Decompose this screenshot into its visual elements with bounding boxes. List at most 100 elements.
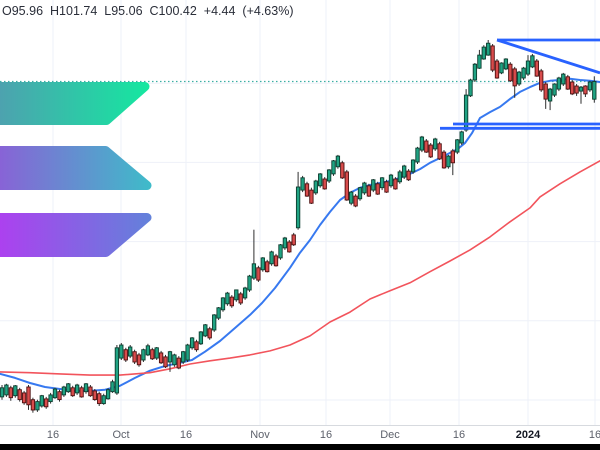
candle-up[interactable] — [397, 171, 402, 183]
candle-up[interactable] — [185, 344, 190, 361]
candle-down[interactable] — [304, 183, 310, 197]
candle-up[interactable] — [503, 58, 509, 70]
candle-up[interactable] — [530, 55, 535, 68]
candle-down[interactable] — [291, 234, 296, 246]
candle-down[interactable] — [570, 81, 575, 95]
candle-up[interactable] — [587, 81, 593, 91]
candle-down[interactable] — [384, 181, 389, 193]
candle-up[interactable] — [48, 394, 53, 403]
candle-up[interactable] — [74, 384, 80, 394]
candle-down[interactable] — [512, 68, 517, 87]
candle-down[interactable] — [424, 140, 429, 153]
candle-up[interactable] — [516, 71, 522, 85]
candle-up[interactable] — [402, 165, 407, 178]
candle-up[interactable] — [415, 147, 420, 163]
candle-up[interactable] — [410, 159, 416, 173]
candle-up[interactable] — [326, 169, 332, 182]
candle-up[interactable] — [220, 297, 226, 311]
candle-up[interactable] — [552, 83, 557, 96]
candle-down[interactable] — [322, 178, 327, 190]
candle-up[interactable] — [216, 307, 221, 319]
candle-up[interactable] — [114, 347, 120, 394]
candle-down[interactable] — [287, 241, 292, 253]
candle-down[interactable] — [136, 354, 142, 366]
candle-up[interactable] — [61, 386, 67, 396]
candle-up[interactable] — [463, 94, 469, 131]
candlestick-series[interactable] — [0, 40, 597, 413]
candle-up[interactable] — [145, 345, 151, 356]
candle-up[interactable] — [110, 381, 115, 393]
candle-up[interactable] — [282, 237, 288, 249]
candle-up[interactable] — [52, 388, 58, 399]
candle-up[interactable] — [300, 177, 305, 191]
candle-up[interactable] — [189, 337, 195, 349]
candle-up[interactable] — [481, 46, 486, 60]
candle-down[interactable] — [437, 143, 442, 160]
candle-down[interactable] — [375, 183, 380, 195]
candle-down[interactable] — [309, 189, 314, 204]
candle-up[interactable] — [4, 384, 9, 396]
candle-down[interactable] — [176, 357, 181, 369]
candle-up[interactable] — [388, 174, 394, 187]
candle-up[interactable] — [349, 191, 354, 204]
candle-up[interactable] — [203, 324, 208, 337]
candle-up[interactable] — [371, 179, 376, 191]
candle-down[interactable] — [194, 341, 199, 351]
candle-up[interactable] — [455, 139, 460, 153]
candle-down[interactable] — [158, 352, 164, 364]
ma-slow-red-line[interactable] — [0, 160, 600, 376]
candle-up[interactable] — [105, 389, 111, 400]
chart-canvas[interactable] — [0, 0, 600, 425]
candle-down[interactable] — [88, 386, 93, 397]
candle-up[interactable] — [278, 244, 283, 259]
candle-down[interactable] — [583, 85, 588, 95]
trendline-drawings[interactable] — [440, 38, 600, 130]
candle-up[interactable] — [592, 81, 597, 100]
candle-up[interactable] — [141, 349, 146, 361]
candle-up[interactable] — [486, 42, 491, 56]
candle-up[interactable] — [379, 177, 385, 189]
candle-up[interactable] — [468, 79, 473, 97]
candle-up[interactable] — [167, 351, 173, 363]
candle-up[interactable] — [0, 387, 5, 398]
candle-up[interactable] — [154, 347, 159, 359]
candle-up[interactable] — [318, 173, 323, 187]
candle-up[interactable] — [181, 351, 186, 363]
candle-down[interactable] — [508, 63, 513, 82]
candle-down[interactable] — [30, 399, 36, 411]
candle-down[interactable] — [70, 387, 75, 397]
candle-up[interactable] — [525, 60, 531, 75]
candle-down[interactable] — [17, 389, 22, 401]
candle-up[interactable] — [260, 257, 265, 271]
candle-down[interactable] — [428, 144, 433, 158]
candle-up[interactable] — [128, 346, 133, 357]
candle-up[interactable] — [357, 187, 363, 200]
candle-down[interactable] — [353, 195, 358, 207]
candle-up[interactable] — [335, 155, 341, 168]
candle-up[interactable] — [313, 180, 318, 194]
candle-up[interactable] — [251, 263, 257, 279]
candle-up[interactable] — [556, 77, 562, 90]
candle-down[interactable] — [256, 267, 261, 281]
candle-up[interactable] — [578, 86, 584, 92]
candle-up[interactable] — [561, 73, 566, 85]
candle-down[interactable] — [534, 60, 539, 77]
time-axis[interactable]: 16 Oct 16 Nov 16 Dec 16 2024 16 — [0, 425, 600, 445]
candle-up[interactable] — [499, 62, 504, 74]
candle-up[interactable] — [39, 395, 44, 407]
candle-up[interactable] — [433, 138, 438, 150]
candle-up[interactable] — [35, 401, 40, 411]
candle-down[interactable] — [238, 293, 243, 304]
candle-up[interactable] — [362, 182, 367, 194]
candle-down[interactable] — [57, 391, 62, 401]
candle-up[interactable] — [242, 287, 248, 299]
candle-down[interactable] — [44, 398, 49, 408]
candle-up[interactable] — [172, 354, 177, 366]
candle-up[interactable] — [66, 383, 71, 393]
candle-down[interactable] — [450, 150, 455, 164]
candle-down[interactable] — [8, 387, 13, 399]
candle-down[interactable] — [344, 171, 349, 201]
candle-down[interactable] — [494, 60, 500, 79]
candle-up[interactable] — [477, 54, 482, 69]
candle-down[interactable] — [132, 351, 137, 363]
